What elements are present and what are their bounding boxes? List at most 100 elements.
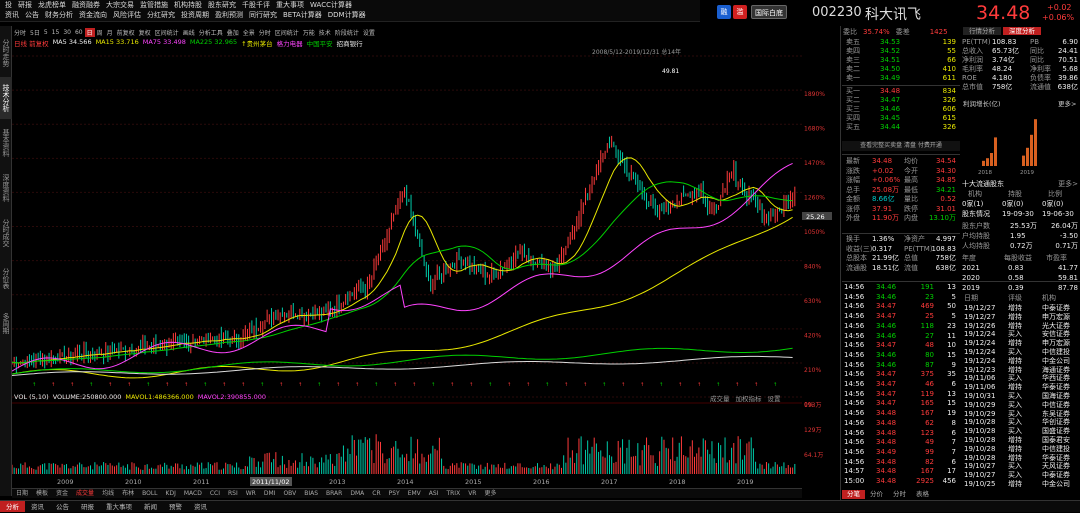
compare-tag-1[interactable]: ↑贵州茅台: [241, 40, 273, 48]
broker-row[interactable]: 19/10/27 买入 天风证券: [962, 462, 1080, 471]
toolbar-item[interactable]: 15: [51, 28, 60, 36]
tick-tab[interactable]: 表格: [916, 490, 929, 498]
indicator-tab[interactable]: BIAS: [304, 490, 319, 497]
menu-item[interactable]: 监管措施: [140, 1, 168, 9]
fan-button[interactable]: 滥: [733, 5, 747, 19]
toolbar-item[interactable]: 5: [43, 28, 48, 36]
sell-level[interactable]: 卖二 34.50 410: [842, 65, 960, 74]
buy-level[interactable]: 买五 34.44 326: [842, 123, 960, 132]
menu-item[interactable]: BETA计算器: [283, 11, 322, 19]
toolbar-item[interactable]: 分时: [258, 29, 271, 37]
broker-row[interactable]: 19/10/29 买入 东吴证券: [962, 410, 1080, 419]
menu-item[interactable]: 资讯: [5, 11, 19, 19]
tab-deep-analysis[interactable]: 深度分析: [1003, 27, 1041, 35]
broker-row[interactable]: 19/10/29 买入 中信证券: [962, 401, 1080, 410]
tick-tab[interactable]: 分时: [893, 490, 906, 498]
indicator-tab[interactable]: EMV: [407, 490, 421, 497]
left-tab[interactable]: 分时成交: [2, 219, 10, 247]
indicator-tab[interactable]: 均线: [102, 490, 115, 497]
sell-level[interactable]: 卖五 34.53 139: [842, 38, 960, 47]
left-tab[interactable]: 基本资料: [2, 129, 10, 157]
menu-item[interactable]: 公告: [25, 11, 39, 19]
menu-item[interactable]: DDM计算器: [327, 11, 366, 19]
menu-item[interactable]: 盈利预测: [215, 11, 243, 19]
left-tab[interactable]: 深度资料: [2, 174, 10, 202]
indicator-tab[interactable]: 成交量: [76, 490, 95, 497]
volume-tool[interactable]: 加权指标: [735, 395, 762, 403]
indicator-tab[interactable]: RSI: [228, 490, 238, 497]
toolbar-item[interactable]: 分时: [14, 29, 27, 37]
price-chart[interactable]: 1890% 1680% 1470% 1260% 1050% 840% 630% 420% 210…: [12, 48, 838, 488]
left-tab[interactable]: 分价表: [2, 267, 10, 289]
indicator-tab[interactable]: 更多: [484, 490, 497, 497]
broker-row[interactable]: 19/10/28 增持 中信建投: [962, 445, 1080, 454]
broker-row[interactable]: 19/12/27 增持 中泰证券: [962, 304, 1080, 313]
menu-item[interactable]: 融资融券: [72, 1, 100, 9]
toolbar-item[interactable]: 日: [84, 27, 95, 37]
broker-row[interactable]: 19/10/27 买入 中泰证券: [962, 471, 1080, 480]
indicator-tab[interactable]: BOLL: [142, 490, 158, 497]
indicator-tab[interactable]: TRIX: [446, 490, 461, 497]
indicator-tab[interactable]: DMI: [263, 490, 276, 497]
sell-level[interactable]: 卖四 34.52 55: [842, 47, 960, 56]
indicator-tab[interactable]: CR: [372, 490, 381, 497]
menu-item[interactable]: 风险评估: [113, 11, 141, 19]
buy-level[interactable]: 买四 34.45 615: [842, 114, 960, 123]
toolbar-item[interactable]: 周: [96, 29, 103, 37]
menu-item[interactable]: 投: [5, 1, 12, 9]
toolbar-item[interactable]: 月: [106, 29, 113, 37]
indicator-tab[interactable]: 资金: [56, 490, 69, 497]
tab-market-analysis[interactable]: 行情分析: [963, 27, 1001, 35]
status-tab[interactable]: 预警: [169, 503, 182, 511]
volume-tool[interactable]: 成交量: [710, 395, 730, 403]
indicator-tab[interactable]: 日期: [16, 490, 29, 497]
menu-item[interactable]: 重大事项: [276, 1, 304, 9]
compare-tag-3[interactable]: 中国平安: [306, 40, 333, 48]
indicator-tab[interactable]: PSY: [388, 490, 400, 497]
left-tab[interactable]: 技术分析: [0, 77, 12, 119]
menu-item[interactable]: 机构持股: [174, 1, 202, 9]
menu-item[interactable]: 投资周期: [181, 11, 209, 19]
holders-more[interactable]: 更多>: [1058, 180, 1078, 188]
toolbar-item[interactable]: 设置: [362, 29, 375, 37]
indicator-tab[interactable]: MACD: [183, 490, 202, 497]
toolbar-item[interactable]: 区间统计: [274, 29, 299, 37]
broker-row[interactable]: 19/10/28 买入 国盛证券: [962, 427, 1080, 436]
buy-level[interactable]: 买三 34.46 606: [842, 105, 960, 114]
status-tab[interactable]: 公告: [56, 503, 69, 511]
toolbar-item[interactable]: 区间统计: [154, 29, 179, 37]
status-tab[interactable]: 资讯: [31, 503, 44, 511]
menu-item[interactable]: 同行研究: [249, 11, 277, 19]
sell-level[interactable]: 卖一 34.49 611: [842, 74, 960, 83]
left-tab[interactable]: 分时走势: [2, 39, 10, 67]
indicator-tab[interactable]: 模板: [36, 490, 49, 497]
status-tab[interactable]: 研报: [81, 503, 94, 511]
menu-item[interactable]: 财务分析: [45, 11, 73, 19]
volume-tool[interactable]: 设置: [767, 395, 781, 403]
broker-row[interactable]: 19/11/06 增持 华泰证券: [962, 383, 1080, 392]
toolbar-item[interactable]: 30: [63, 28, 71, 36]
sell-level[interactable]: 卖三 34.51 66: [842, 56, 960, 65]
indicator-tab[interactable]: WR: [245, 490, 256, 497]
toolbar-item[interactable]: 前复权: [116, 29, 135, 37]
menu-item[interactable]: 千股千评: [242, 1, 270, 9]
status-tab[interactable]: 新闻: [144, 503, 157, 511]
indicator-tab[interactable]: ASI: [428, 490, 439, 497]
tick-tab[interactable]: 分价: [870, 490, 883, 498]
buy-level[interactable]: 买二 34.47 326: [842, 96, 960, 105]
broker-row[interactable]: 19/12/23 增持 海通证券: [962, 366, 1080, 375]
rong-button[interactable]: 融: [717, 5, 731, 19]
toolbar-item[interactable]: 阶段统计: [334, 29, 359, 37]
toolbar-item[interactable]: 万能: [302, 29, 315, 37]
indicator-tab[interactable]: DMA: [350, 490, 365, 497]
broker-row[interactable]: 19/10/25 增持 中金公司: [962, 480, 1080, 489]
status-tab[interactable]: 分析: [0, 501, 25, 512]
menu-item[interactable]: 资金流向: [79, 11, 107, 19]
compare-tag-4[interactable]: 招商银行: [336, 40, 363, 48]
broker-row[interactable]: 19/12/24 增持 中金公司: [962, 357, 1080, 366]
broker-row[interactable]: 19/10/31 买入 国海证券: [962, 392, 1080, 401]
indicator-tab[interactable]: KDJ: [165, 490, 176, 497]
toolbar-item[interactable]: 分析工具: [198, 29, 223, 37]
toolbar-item[interactable]: 复权: [138, 29, 151, 37]
broker-row[interactable]: 19/12/24 增持 申万宏源: [962, 339, 1080, 348]
